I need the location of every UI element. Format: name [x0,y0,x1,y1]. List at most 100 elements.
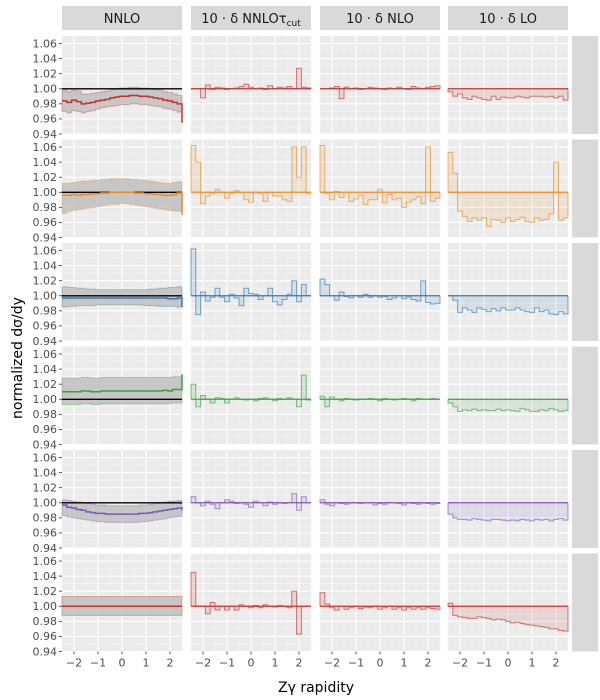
row-strip [572,553,598,652]
y-tick-label: 0.94 [33,128,58,141]
panel [190,36,312,135]
y-tick-label: 0.98 [33,98,58,111]
uncertainty-band [61,286,183,308]
y-tick-label: 1.00 [33,186,58,199]
panel [319,36,441,135]
difference-histogram [448,295,569,316]
column-strip [62,6,182,30]
column-strip-label: 10 · δ NNLOτcut [201,12,301,29]
y-tick-label: 0.98 [33,408,58,421]
x-tick-label: −2 [452,657,468,670]
uncertainty-band [61,178,183,214]
y-tick-label: 1.06 [33,348,58,361]
column-strip [448,6,568,30]
x-axis-title: Zγ rapidity [278,680,354,696]
x-tick-label: 2 [167,657,174,670]
row-strips: BMPI16als118_5_nnaCT14nnloMMHT2014nnlo68… [572,36,598,652]
y-tick-label: 1.04 [33,363,58,376]
y-tick-label: 1.00 [33,600,58,613]
uncertainty-band [61,499,183,523]
central-value-line [62,374,183,393]
central-value-line [62,297,183,308]
x-tick-label: 2 [425,657,432,670]
y-tick-label: 0.96 [33,423,58,436]
column-strip-label-main: 10 · δ NNLOτ [201,12,286,27]
x-tick-label: 2 [553,657,560,670]
y-tick-label: 1.04 [33,52,58,65]
panel [447,553,569,653]
panel [319,553,441,653]
row-strip [572,243,598,341]
x-tick-label: −1 [219,657,235,670]
y-tick-label: 1.04 [33,570,58,583]
difference-histogram [447,88,569,101]
y-tick-label: 0.94 [33,438,58,451]
y-tick-label: 1.02 [33,378,58,391]
y-tick-label: 1.06 [33,37,58,50]
column-strips: NNLO 10 · δ NNLOτcut 10 · δ NLO 10 · δ LO [62,6,568,30]
x-tick-label: 1 [529,657,536,670]
central-value-line [62,94,183,123]
x-tick-label: −2 [324,657,340,670]
y-tick-label: 0.96 [33,113,58,126]
y-axes: 0.940.960.981.001.021.041.060.940.960.98… [33,37,62,658]
panels [61,36,569,653]
x-tick-label: −1 [90,657,106,670]
panel [319,243,441,342]
difference-histogram [447,399,569,412]
central-value-line [62,504,183,515]
y-tick-label: 0.94 [33,645,58,658]
column-strip-label: 10 · δ LO [479,12,537,27]
column-strip [191,6,311,30]
x-tick-label: 0 [377,657,384,670]
y-tick-label: 1.04 [33,259,58,272]
column-strip [320,6,440,30]
panel [61,36,183,135]
y-tick-label: 1.00 [33,497,58,510]
central-value-line [62,191,183,215]
x-tick-label: 0 [119,657,126,670]
column-strip-label: 10 · δ NLO [346,12,414,27]
y-tick-label: 0.94 [33,335,58,348]
panel [61,450,183,549]
x-tick-label: 1 [272,657,279,670]
y-tick-label: 1.04 [33,466,58,479]
panel [61,139,183,239]
panel [447,36,569,135]
panel [190,450,312,549]
column-strip-label-subscript: cut [287,19,302,29]
panel [61,553,183,653]
uncertainty-band [61,86,183,114]
row-strip [572,139,598,238]
x-axes: −2 −1 0 1 2 −2 −1 0 1 2 −2 −1 0 1 2 −2 −1 0 1 2 [66,651,560,670]
panel [190,346,312,446]
y-tick-label: 1.00 [33,393,58,406]
y-tick-label: 1.04 [33,156,58,169]
y-axis-title: normalized dσ/dy [10,297,26,419]
panel [319,450,441,549]
y-tick-label: 1.06 [33,451,58,464]
panel [319,139,441,239]
panel [190,553,312,653]
panel [447,243,569,342]
y-tick-label: 0.98 [33,615,58,628]
y-tick-label: 0.98 [33,512,58,525]
panel [447,139,569,239]
x-tick-label: 0 [505,657,512,670]
x-tick-label: −2 [195,657,211,670]
y-tick-label: 1.06 [33,141,58,154]
difference-histogram [190,571,311,635]
panel [447,346,569,446]
y-tick-label: 1.02 [33,481,58,494]
y-tick-label: 1.02 [33,585,58,598]
row-strip [572,36,598,134]
y-tick-label: 0.96 [33,216,58,229]
panel [447,450,569,549]
x-tick-label: −1 [476,657,492,670]
y-tick-label: 0.96 [33,320,58,333]
panel [190,139,312,239]
difference-histogram [190,248,311,316]
y-tick-label: 1.06 [33,244,58,257]
x-tick-label: 0 [248,657,255,670]
